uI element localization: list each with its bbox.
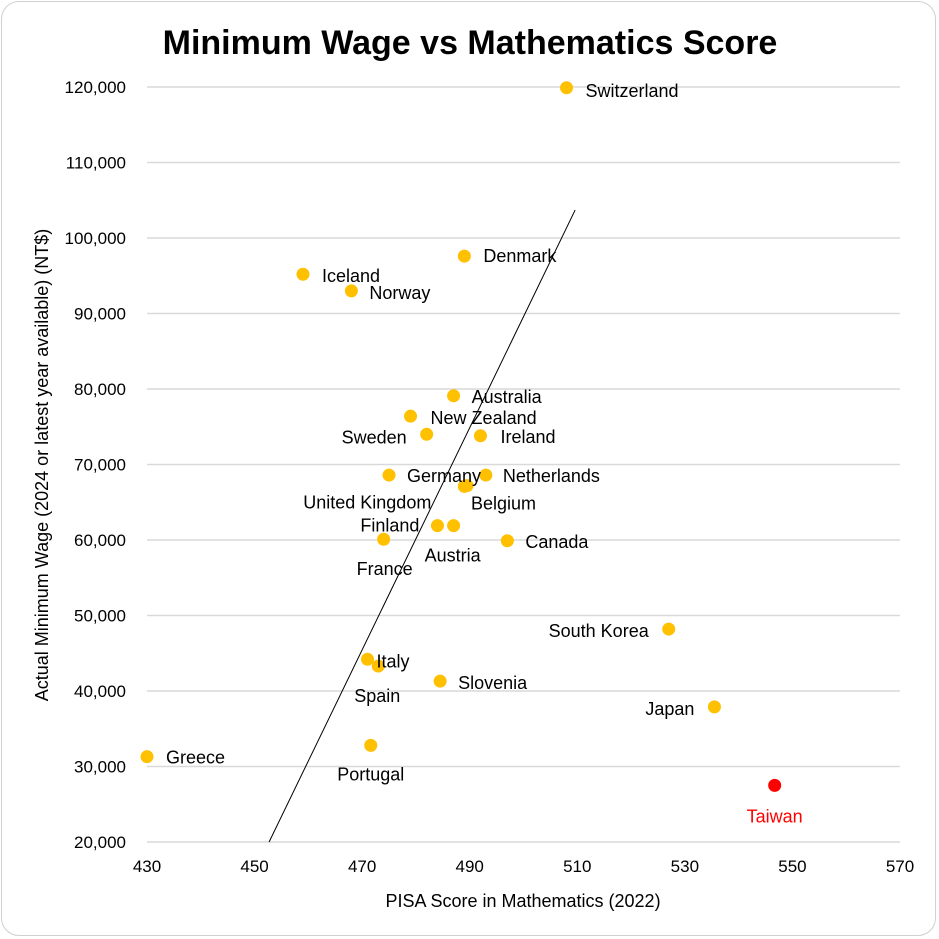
data-point-iceland bbox=[296, 267, 310, 281]
data-label: Japan bbox=[645, 699, 694, 719]
x-axis-title: PISA Score in Mathematics (2022) bbox=[385, 891, 660, 911]
data-point-spain bbox=[371, 659, 385, 673]
data-point-new-zealand bbox=[404, 409, 418, 423]
data-label: Norway bbox=[369, 283, 430, 303]
data-label: Italy bbox=[377, 651, 410, 671]
chart-title: Minimum Wage vs Mathematics Score bbox=[163, 24, 778, 62]
data-label: France bbox=[357, 559, 413, 579]
data-point-finland bbox=[430, 519, 444, 533]
y-tick-label: 30,000 bbox=[74, 758, 126, 777]
y-tick-label: 40,000 bbox=[74, 682, 126, 701]
data-point-france bbox=[377, 532, 391, 546]
data-label: Finland bbox=[360, 516, 419, 536]
data-label: Spain bbox=[354, 686, 400, 706]
data-label: South Korea bbox=[549, 621, 650, 641]
gridlines bbox=[147, 86, 900, 843]
data-point-norway bbox=[344, 284, 358, 298]
y-axis-title: Actual Minimum Wage (2024 or latest year… bbox=[32, 229, 52, 702]
data-label: Slovenia bbox=[458, 673, 528, 693]
data-label: Australia bbox=[472, 387, 543, 407]
x-tick-label: 550 bbox=[778, 857, 806, 876]
data-label: Ireland bbox=[500, 427, 555, 447]
data-label: United Kingdom bbox=[303, 492, 431, 512]
data-point-portugal bbox=[364, 738, 378, 752]
data-point-ireland bbox=[473, 429, 487, 443]
data-point-taiwan bbox=[768, 778, 782, 792]
data-point-italy bbox=[361, 652, 375, 666]
x-tick-label: 570 bbox=[886, 857, 914, 876]
data-point-greece bbox=[140, 750, 154, 764]
data-point-denmark bbox=[457, 249, 471, 263]
y-tick-label: 50,000 bbox=[74, 607, 126, 626]
y-tick-label: 20,000 bbox=[74, 833, 126, 852]
y-tick-label: 80,000 bbox=[74, 380, 126, 399]
data-point-austria bbox=[447, 519, 461, 533]
x-tick-label: 470 bbox=[348, 857, 376, 876]
data-point-germany bbox=[382, 468, 396, 482]
data-label: Switzerland bbox=[586, 81, 679, 101]
data-point-canada bbox=[500, 534, 514, 548]
x-tick-label: 490 bbox=[456, 857, 484, 876]
data-point-australia bbox=[447, 389, 461, 403]
data-label: Denmark bbox=[483, 246, 557, 266]
x-axis-ticks: 430 450 470 490 510 530 550 570 bbox=[133, 857, 914, 876]
y-tick-label: 120,000 bbox=[65, 78, 126, 97]
data-point-switzerland bbox=[560, 81, 574, 95]
y-tick-label: 60,000 bbox=[74, 531, 126, 550]
data-point-belgium bbox=[460, 479, 474, 493]
y-tick-label: 110,000 bbox=[66, 154, 126, 173]
data-label: New Zealand bbox=[431, 408, 537, 428]
data-point-slovenia bbox=[433, 674, 447, 688]
data-label: Portugal bbox=[337, 764, 404, 784]
data-point-japan bbox=[707, 700, 721, 714]
y-tick-label: 70,000 bbox=[74, 456, 126, 475]
data-label: Netherlands bbox=[503, 466, 600, 486]
x-tick-label: 430 bbox=[133, 857, 161, 876]
x-tick-label: 530 bbox=[671, 857, 699, 876]
data-points bbox=[140, 81, 782, 792]
data-point-south-korea bbox=[662, 622, 676, 636]
data-label: Iceland bbox=[322, 266, 380, 286]
data-label: Germany bbox=[407, 466, 481, 486]
data-label: Greece bbox=[166, 748, 225, 768]
data-label: Canada bbox=[525, 532, 589, 552]
data-label: Belgium bbox=[471, 494, 536, 514]
y-axis-ticks: 20,000 30,000 40,000 50,000 60,000 70,000 80,0… bbox=[65, 78, 126, 852]
data-label: Taiwan bbox=[747, 806, 803, 826]
x-tick-label: 510 bbox=[563, 857, 591, 876]
trendline bbox=[268, 209, 576, 843]
data-point-netherlands bbox=[479, 468, 493, 482]
data-point-sweden bbox=[420, 427, 434, 441]
x-tick-label: 450 bbox=[240, 857, 268, 876]
data-label: Austria bbox=[425, 546, 482, 566]
y-tick-label: 100,000 bbox=[65, 229, 126, 248]
y-tick-label: 90,000 bbox=[74, 305, 126, 324]
data-label: Sweden bbox=[342, 427, 407, 447]
